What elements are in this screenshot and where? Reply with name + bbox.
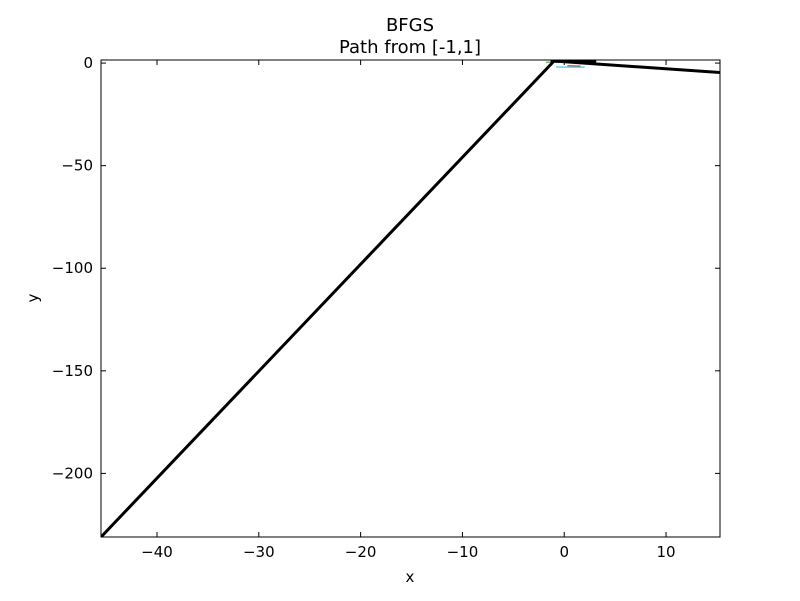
x-axis-label: x [406,568,415,586]
chart-title: BFGS [386,15,434,36]
y-tick-label: 0 [83,54,93,72]
x-tick-label: 0 [559,543,569,561]
x-tick-label: −40 [141,543,173,561]
y-axis-label: y [24,293,42,302]
chart-subtitle: Path from [-1,1] [339,37,481,58]
x-tick-label: −10 [447,543,479,561]
y-tick-label: −150 [52,362,93,380]
y-tick-label: −200 [52,464,93,482]
x-tick-label: −20 [345,543,377,561]
x-tick-label: 10 [656,543,675,561]
x-tick-label: −30 [243,543,275,561]
y-tick-label: −50 [61,157,93,175]
y-tick-label: −100 [52,259,93,277]
